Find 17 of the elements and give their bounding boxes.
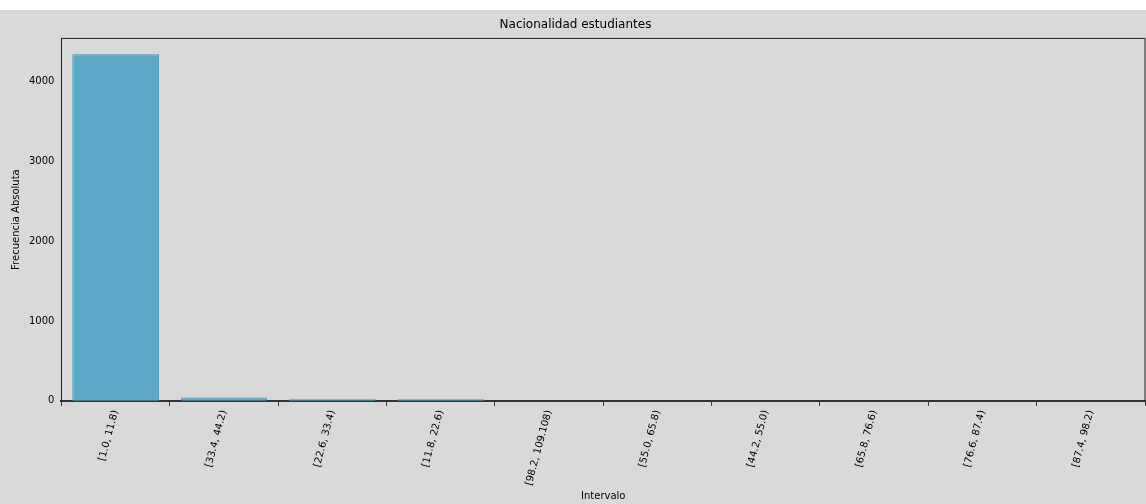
x-tick-label: [44.2, 55.0) — [744, 408, 771, 469]
x-tick-label: [76.6, 87.4) — [961, 408, 987, 469]
x-tick-label: [33.4, 44.2) — [202, 408, 229, 469]
y-tick-label: 3000 — [29, 154, 55, 166]
x-tick-label: [65.8, 76.6) — [852, 408, 879, 469]
x-tick-label: [22.6, 33.4) — [310, 408, 337, 469]
y-tick-label: 4000 — [29, 75, 55, 87]
x-tick-label: [1.0, 11.8) — [95, 408, 121, 463]
x-tick-label: [87.4, 98.2) — [1069, 408, 1096, 469]
y-axis-title: Frecuencia Absoluta — [9, 169, 21, 270]
y-tick-label: 0 — [48, 394, 55, 406]
chart-title: Nacionalidad estudiantes — [499, 17, 652, 32]
x-tick-label: [11.8, 22.6) — [419, 408, 446, 469]
x-axis-title: Intervalo — [581, 489, 626, 501]
y-tick-label: 1000 — [29, 314, 55, 326]
x-tick-label: [55.0, 65.8) — [636, 408, 662, 469]
y-tick-label: 2000 — [29, 234, 55, 246]
